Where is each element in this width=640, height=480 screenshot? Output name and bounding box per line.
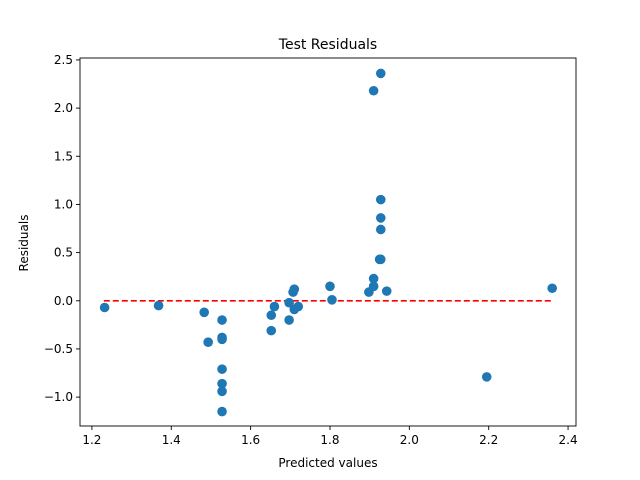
- data-point: [217, 386, 227, 397]
- data-point: [368, 281, 379, 292]
- data-point: [481, 372, 492, 382]
- x-tick-label: 1.2: [82, 433, 101, 447]
- data-point: [375, 213, 386, 223]
- data-point: [381, 286, 392, 296]
- data-point: [293, 301, 304, 312]
- data-point: [547, 283, 557, 294]
- data-point: [375, 224, 386, 235]
- data-point: [203, 337, 213, 347]
- data-point: [375, 194, 386, 205]
- x-tick-label: 2.2: [479, 433, 498, 447]
- data-point: [375, 68, 386, 79]
- data-point: [368, 273, 379, 284]
- y-tick-label: −1.0: [44, 390, 73, 404]
- y-tick-label: 2.5: [54, 53, 73, 67]
- y-tick-label: 0.5: [54, 246, 73, 260]
- data-point: [217, 406, 227, 417]
- y-axis-label: Residuals: [17, 215, 31, 272]
- data-point: [368, 85, 379, 96]
- x-tick-label: 1.4: [162, 433, 181, 447]
- x-axis-label: Predicted values: [278, 456, 377, 470]
- y-tick-label: 1.5: [54, 149, 73, 163]
- x-tick-label: 2.0: [400, 433, 419, 447]
- data-point: [153, 300, 164, 311]
- plot-area: [79, 57, 577, 427]
- x-tick-label: 1.8: [320, 433, 339, 447]
- data-point: [266, 310, 277, 321]
- data-point: [217, 364, 227, 374]
- data-point: [199, 307, 209, 318]
- data-point: [266, 325, 277, 336]
- y-tick-label: 1.0: [54, 197, 73, 211]
- data-point: [217, 315, 227, 325]
- chart-title: Test Residuals: [278, 37, 377, 53]
- data-point: [99, 302, 110, 313]
- data-point: [325, 281, 335, 292]
- data-point: [284, 297, 294, 308]
- x-axis: 1.2 1.4 1.6 1.8 2.0 2.2 2.4: [82, 426, 578, 447]
- data-point: [327, 295, 337, 305]
- data-point: [289, 284, 300, 295]
- plot-frame: [79, 57, 577, 427]
- y-axis: −1.0 −0.5 0.0 0.5 1.0 1.5 2.0 2.5: [44, 53, 80, 404]
- x-tick-label: 1.6: [241, 433, 260, 447]
- data-point: [284, 315, 294, 325]
- y-tick-label: 0.0: [54, 294, 73, 308]
- data-point: [375, 254, 386, 265]
- data-point: [217, 334, 227, 345]
- y-tick-label: −0.5: [44, 342, 73, 356]
- data-point: [217, 378, 227, 389]
- data-point: [269, 301, 280, 312]
- y-tick-label: 2.0: [54, 101, 73, 115]
- x-tick-label: 2.4: [559, 433, 578, 447]
